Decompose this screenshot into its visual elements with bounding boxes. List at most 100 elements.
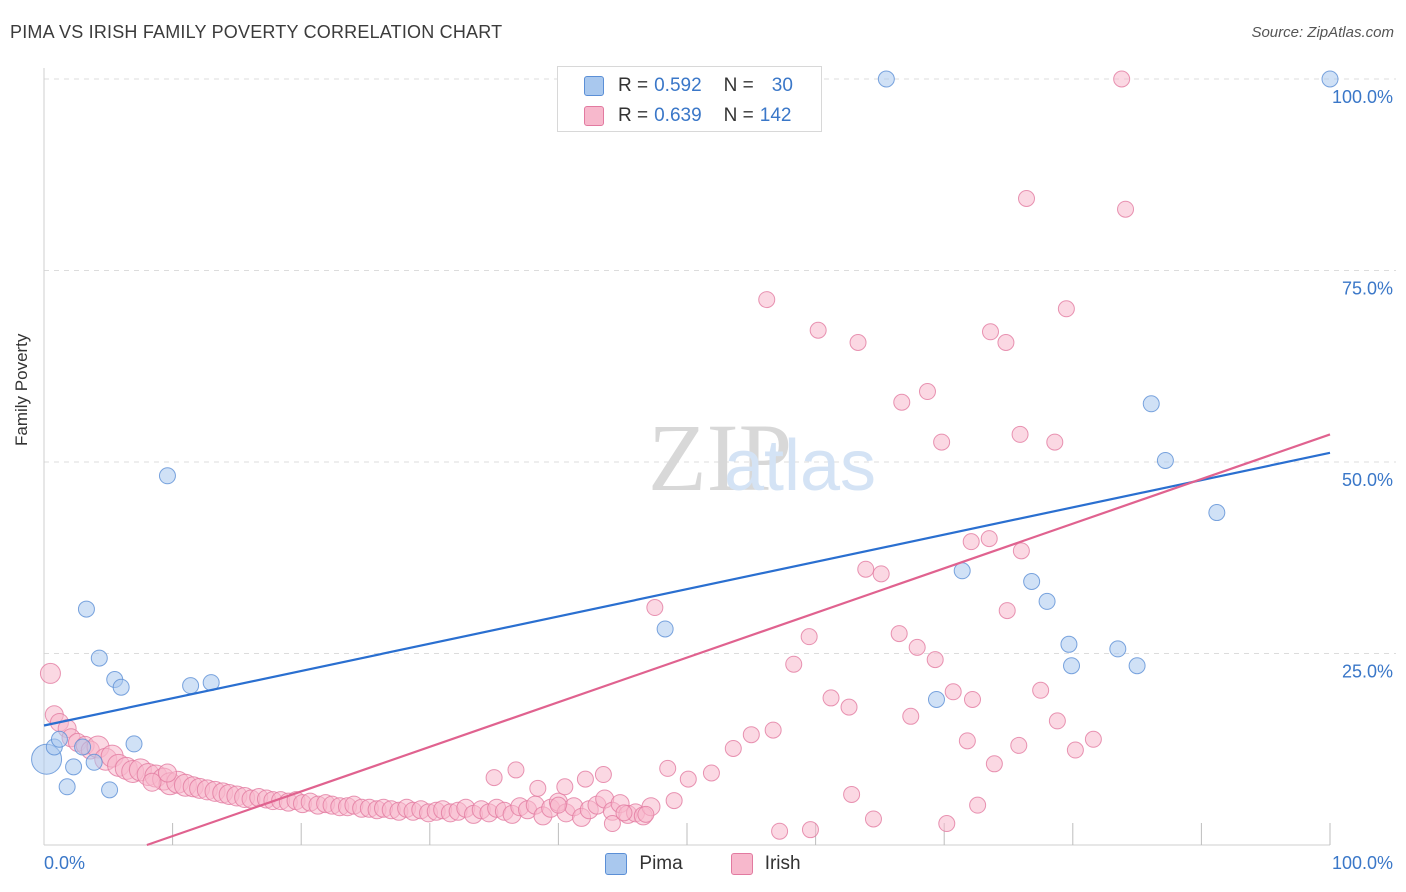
irish-point	[659, 759, 677, 777]
irish-point	[1012, 542, 1030, 560]
pima-point	[1060, 635, 1078, 653]
irish-point	[758, 291, 776, 309]
irish-point	[576, 770, 594, 788]
pima-point	[90, 649, 108, 667]
irish-point	[981, 323, 999, 341]
irish-point	[1048, 712, 1066, 730]
pima-point	[1063, 657, 1081, 675]
irish-point	[1018, 189, 1036, 207]
series-legend: Pima Irish	[0, 850, 1406, 878]
irish-point	[980, 530, 998, 548]
irish-point	[785, 655, 803, 673]
legend-r-value: 0.639	[654, 105, 702, 126]
axes	[43, 68, 1331, 846]
pima-point	[927, 690, 945, 708]
legend-row-pima: R = 0.592 N = 30	[584, 71, 793, 101]
pima-point	[101, 781, 119, 799]
legend-n-label: N =	[723, 75, 754, 96]
irish-point	[529, 779, 547, 797]
irish-point	[1057, 300, 1075, 318]
irish-point	[637, 805, 655, 823]
legend-item-irish[interactable]: Irish	[730, 853, 801, 875]
irish-point	[594, 766, 612, 784]
x-tick-label: 0.0%	[44, 853, 85, 873]
irish-point	[679, 770, 697, 788]
irish-point	[485, 769, 503, 787]
irish-point	[1032, 681, 1050, 699]
irish-point	[933, 433, 951, 451]
watermark-atlas: atlas	[724, 426, 876, 506]
pima-point	[85, 753, 103, 771]
irish-point	[665, 792, 683, 810]
pima-point	[158, 467, 176, 485]
irish-point	[1117, 200, 1135, 218]
legend-n-value: 142	[759, 105, 792, 126]
pima-point	[1109, 640, 1127, 658]
y-tick-label: 25.0%	[1342, 662, 1393, 682]
series-pima	[31, 70, 1339, 799]
irish-point	[944, 683, 962, 701]
pima-point	[1142, 395, 1160, 413]
irish-point	[890, 625, 908, 643]
irish-point	[603, 815, 621, 833]
irish-point	[742, 726, 760, 744]
irish-point	[702, 764, 720, 782]
irish-point	[849, 334, 867, 352]
legend-item-pima[interactable]: Pima	[605, 853, 683, 875]
irish-point	[771, 822, 789, 840]
irish-point	[1066, 741, 1084, 759]
pima-point	[182, 677, 200, 695]
pima-point	[58, 778, 76, 796]
legend-row-irish: R = 0.639 N = 142	[584, 101, 791, 131]
pima-point	[656, 620, 674, 638]
irish-point	[902, 707, 920, 725]
legend-r-label: R =	[618, 105, 649, 126]
irish-point	[864, 810, 882, 828]
irish-point	[908, 638, 926, 656]
pima-point	[50, 730, 68, 748]
irish-point	[549, 796, 567, 814]
pima-point	[1321, 70, 1339, 88]
irish-point	[1010, 736, 1028, 754]
irish-point	[963, 690, 981, 708]
grid-lines	[44, 78, 1396, 654]
irish-point	[918, 383, 936, 401]
legend-r-value: 0.592	[654, 75, 702, 96]
irish-point	[840, 698, 858, 716]
chart-source: Source: ZipAtlas.com	[1251, 24, 1394, 41]
irish-point	[556, 778, 574, 796]
irish-point	[646, 599, 664, 617]
pima-point	[112, 678, 130, 696]
pima-point	[1023, 572, 1041, 590]
pima-point	[877, 70, 895, 88]
irish-point	[843, 785, 861, 803]
x-tick-label: 100.0%	[1332, 853, 1393, 873]
irish-point	[800, 628, 818, 646]
y-tick-label: 50.0%	[1342, 470, 1393, 490]
irish-point	[1011, 425, 1029, 443]
irish-point	[1046, 433, 1064, 451]
legend-label-pima: Pima	[639, 853, 683, 874]
irish-point	[1084, 730, 1102, 748]
irish-point	[857, 560, 875, 578]
pima-point	[953, 562, 971, 580]
watermark-zip: ZIP	[648, 404, 792, 511]
y-tick-label: 75.0%	[1342, 279, 1393, 299]
pima-point	[77, 600, 95, 618]
irish-point	[997, 334, 1015, 352]
irish-point	[872, 565, 890, 583]
irish-point	[809, 321, 827, 339]
y-tick-label: 100.0%	[1332, 87, 1393, 107]
legend-n-label: N =	[723, 105, 754, 126]
irish-point	[1113, 70, 1131, 88]
pima-point	[125, 735, 143, 753]
pima-point	[1128, 657, 1146, 675]
irish-point	[801, 821, 819, 839]
irish-point	[926, 651, 944, 669]
correlation-legend: R = 0.592 N = 30 R = 0.639 N = 142	[557, 66, 822, 132]
pima-point	[65, 758, 83, 776]
irish-point	[962, 533, 980, 551]
pima-trend-line	[43, 451, 1331, 727]
irish-point	[969, 796, 987, 814]
